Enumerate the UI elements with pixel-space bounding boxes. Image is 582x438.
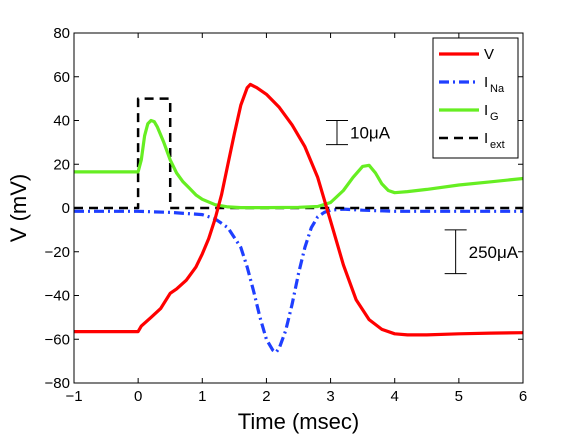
x-tick-label: 6	[519, 388, 527, 405]
x-tick-label: 2	[262, 388, 270, 405]
legend-label-subscript: ext	[490, 139, 505, 151]
x-tick-label: 3	[326, 388, 334, 405]
y-tick-label: −40	[45, 288, 70, 305]
x-tick-label: 0	[134, 388, 142, 405]
x-tick-label: 5	[455, 388, 463, 405]
scale-bar-2: 250μA	[444, 229, 519, 275]
y-tick-label: 0	[62, 200, 70, 217]
y-tick-label: −80	[45, 375, 70, 392]
series-line-i-ext	[74, 97, 523, 210]
x-tick-label: 4	[391, 388, 399, 405]
series-line-v	[74, 82, 524, 337]
y-tick-label: 20	[53, 156, 70, 173]
series-layer	[74, 82, 524, 354]
scale-bar-label: 250μA	[469, 243, 519, 262]
legend-entry: V	[439, 46, 494, 63]
legend-label: I	[484, 130, 488, 147]
legend-label-subscript: Na	[490, 83, 505, 95]
x-tick-label: 1	[198, 388, 206, 405]
legend-entry: I Na	[439, 74, 505, 95]
legend-box	[432, 37, 519, 159]
y-tick-label: 60	[53, 69, 70, 86]
x-axis-label: Time (msec)	[238, 409, 359, 434]
legend-label: I	[484, 74, 488, 91]
y-axis-label: V (mV)	[6, 174, 31, 242]
scale-bar-label: 10μA	[350, 124, 391, 143]
scale-bar-1: 10μA	[325, 120, 391, 146]
y-tick-label: 80	[53, 25, 70, 42]
series-line-i-g	[74, 118, 524, 210]
y-tick-label: −20	[45, 244, 70, 261]
legend: VI NaI GI ext	[432, 37, 519, 159]
axis-ticks: −1 0 1 2 3 4 5 6 −80 −60 −40 −20 0 20 40 60 80	[45, 25, 528, 405]
x-tick-label: −1	[65, 388, 82, 405]
y-tick-label: 40	[53, 113, 70, 130]
legend-label-subscript: G	[490, 111, 499, 123]
series-line-i-na	[74, 207, 523, 354]
legend-label: I	[484, 102, 488, 119]
y-tick-label: −60	[45, 331, 70, 348]
legend-label: V	[484, 46, 494, 63]
scale-bars: 10μA 250μA	[325, 120, 519, 275]
